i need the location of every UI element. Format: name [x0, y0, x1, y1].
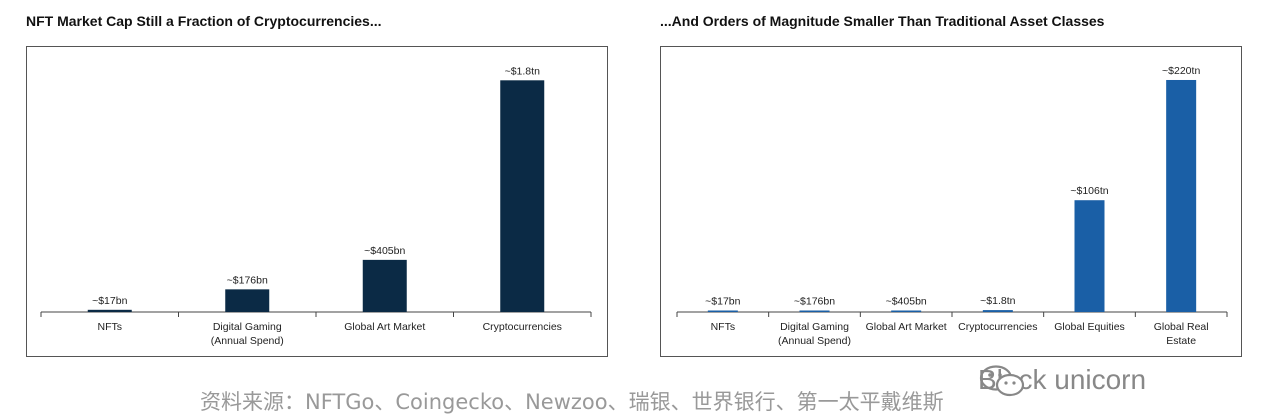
left-bar [225, 289, 270, 312]
right-data-label: ~$106tn [1070, 185, 1108, 197]
right-chart-frame: ~$17bn NFTs ~$176bn Digital Gaming (Annual S… [660, 46, 1242, 357]
right-chart: ~$17bn NFTs ~$176bn Digital Gaming (Annual S… [676, 65, 1228, 347]
left-category-label: Cryptocurrencies [483, 321, 562, 333]
right-bar [891, 310, 922, 312]
left-chart-frame: ~$17bn NFTs ~$176bn Digital Gaming (Annual S… [26, 46, 608, 357]
left-category-label: Global Art Market [344, 321, 425, 333]
right-category-label: Estate [1166, 335, 1196, 347]
right-data-label: ~$220tn [1162, 65, 1200, 77]
left-bar [500, 80, 545, 312]
right-data-label: ~$1.8tn [980, 295, 1015, 307]
right-category-label: NFTs [711, 321, 736, 333]
right-category-label: Global Equities [1054, 321, 1125, 333]
right-category-label: Cryptocurrencies [958, 321, 1037, 333]
left-data-label: ~$405bn [364, 245, 405, 257]
right-bar [982, 310, 1013, 312]
left-chart: ~$17bn NFTs ~$176bn Digital Gaming (Annual S… [40, 65, 592, 347]
left-chart-title: NFT Market Cap Still a Fraction of Crypt… [26, 13, 382, 29]
right-bar [799, 310, 830, 312]
left-category-label: NFTs [98, 321, 123, 333]
right-data-label: ~$405bn [886, 296, 927, 308]
right-chart-title: ...And Orders of Magnitude Smaller Than … [660, 13, 1105, 29]
wechat-icon [979, 365, 1025, 397]
left-data-label: ~$176bn [227, 274, 268, 286]
source-caption: 资料来源：NFTGo、Coingecko、Newzoo、瑞银、世界银行、第一太平… [200, 390, 944, 414]
left-category-label: (Annual Spend) [211, 335, 284, 347]
right-bar [1074, 200, 1105, 312]
left-bar [87, 309, 132, 312]
right-category-label: Digital Gaming [780, 321, 849, 333]
right-bar [1166, 79, 1197, 313]
left-category-label: Digital Gaming [213, 321, 282, 333]
right-data-label: ~$176bn [794, 296, 835, 308]
right-category-label: Global Art Market [866, 321, 947, 333]
right-bar [707, 310, 738, 312]
left-data-label: ~$1.8tn [505, 65, 540, 77]
right-category-label: Global Real [1154, 321, 1209, 333]
watermark: Block unicorn [978, 364, 1146, 397]
left-bar [362, 259, 407, 312]
right-category-label: (Annual Spend) [778, 335, 851, 347]
right-data-label: ~$17bn [705, 296, 740, 308]
left-data-label: ~$17bn [92, 295, 127, 307]
